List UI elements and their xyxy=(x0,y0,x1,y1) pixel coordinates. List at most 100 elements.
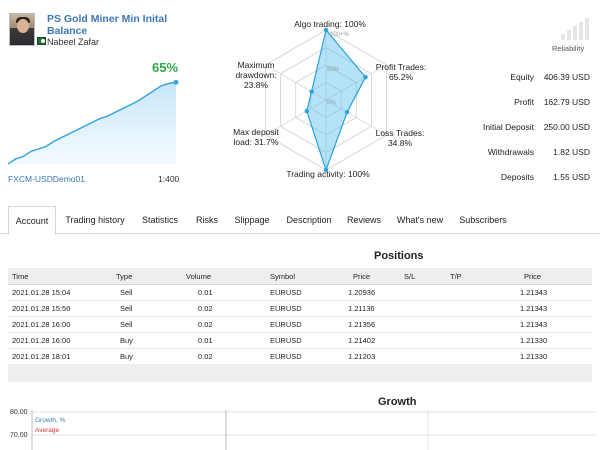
reliability-bar xyxy=(573,26,577,40)
tab-whats-new[interactable]: What's new xyxy=(396,215,444,225)
radar-spoke xyxy=(265,64,327,101)
cell-volume: 0.02 xyxy=(198,352,213,361)
legend-growth: Growth, % xyxy=(35,417,66,424)
col-symbol: Symbol xyxy=(270,272,296,281)
col-price: Price xyxy=(353,272,371,281)
table-row[interactable]: 2021.01.28 15:50 Sell 0.02 EURUSD 1.2113… xyxy=(8,301,592,317)
radar-point xyxy=(363,74,368,80)
cell-current-price: 1.21343 xyxy=(520,304,548,313)
tab-account[interactable]: Account xyxy=(8,206,56,235)
cell-price: 1.20936 xyxy=(348,288,376,297)
cell-time: 2021.01.28 18:01 xyxy=(12,352,71,361)
tab-trading-history[interactable]: Trading history xyxy=(65,215,125,225)
cell-type: Buy xyxy=(120,352,133,361)
cell-volume: 0.02 xyxy=(198,320,213,329)
tab-reviews[interactable]: Reviews xyxy=(346,215,381,225)
radar-point xyxy=(344,109,350,115)
cell-symbol: EURUSD xyxy=(270,336,302,345)
cell-price: 1.21356 xyxy=(348,320,376,329)
cell-price: 1.21402 xyxy=(348,336,376,345)
reliability-bar xyxy=(579,22,583,40)
col-tp: T/P xyxy=(450,272,462,281)
table-row[interactable]: 2021.01.28 15:04 Sell 0.01 EURUSD 1.2093… xyxy=(8,285,592,301)
radar-spoke xyxy=(325,64,387,101)
growth-sparkline xyxy=(7,79,179,165)
cell-type: Sell xyxy=(120,320,133,329)
y-tick-70: 70.00 xyxy=(10,432,28,439)
tab-statistics[interactable]: Statistics xyxy=(141,215,178,225)
server-link[interactable]: FXCM-USDDemo01 xyxy=(8,174,85,184)
cell-time: 2021.01.28 16:00 xyxy=(12,336,71,345)
stat-deposits-label: Deposits xyxy=(500,172,534,182)
cell-price: 1.21136 xyxy=(348,304,375,313)
radar-label-drawdown-l3: 23.8% xyxy=(243,80,269,90)
avatar-face xyxy=(17,19,29,33)
cell-time: 2021.01.28 15:50 xyxy=(12,304,71,313)
author-name[interactable]: Nabeel Zafar xyxy=(47,37,100,47)
tab-description[interactable]: Description xyxy=(286,215,332,225)
tab-slippage[interactable]: Slippage xyxy=(234,215,270,225)
radar-points xyxy=(304,27,368,173)
radar-label-drawdown-l2: drawdown: xyxy=(235,70,277,80)
table-row[interactable]: 2021.01.28 18:01 Buy 0.02 EURUSD 1.21203… xyxy=(8,349,592,365)
growth-chart xyxy=(31,410,595,450)
positions-title: Positions xyxy=(374,250,424,262)
stat-withdrawals-value: 1.82 USD xyxy=(553,147,590,157)
radar-label-drawdown: Maximum drawdown: 23.8% xyxy=(226,60,286,90)
stat-initial-deposit-label: Initial Deposit xyxy=(482,122,534,132)
radar-spoke xyxy=(325,99,387,136)
radar-point xyxy=(323,27,329,33)
positions-footer xyxy=(8,364,592,382)
cell-type: Buy xyxy=(120,336,133,345)
tab-risks[interactable]: Risks xyxy=(196,215,218,225)
col-type: Type xyxy=(116,272,133,281)
reliability-label: Reliability xyxy=(552,44,585,53)
cell-volume: 0.02 xyxy=(198,304,213,313)
stat-equity-label: Equity xyxy=(510,72,534,82)
col-current-price: Price xyxy=(524,272,542,281)
stat-deposits-value: 1.55 USD xyxy=(553,172,590,182)
radar-label-deposit-l1: Max deposit xyxy=(233,127,279,137)
stat-equity-value: 406.39 USD xyxy=(543,72,590,82)
radar-ring-100: 100+% xyxy=(330,32,350,38)
cell-current-price: 1.21330 xyxy=(520,336,548,345)
col-sl: S/L xyxy=(404,272,416,281)
radar-label-algo: Algo trading: 100% xyxy=(294,19,366,29)
reliability-bar xyxy=(567,30,571,40)
radar-label-activity: Trading activity: 100% xyxy=(286,169,370,179)
stat-initial-deposit-value: 250.00 USD xyxy=(543,122,590,132)
col-time: Time xyxy=(12,272,29,281)
sparkline-end-point xyxy=(173,79,179,85)
cell-symbol: EURUSD xyxy=(270,320,302,329)
signal-title[interactable]: PS Gold Miner Min Inital Balance xyxy=(47,13,168,37)
tab-subscribers[interactable]: Subscribers xyxy=(459,215,507,225)
radar-label-profit-l1: Profit Trades: xyxy=(375,62,427,72)
radar-label-loss: Loss Trades: 34.8% xyxy=(372,128,428,148)
stat-withdrawals-label: Withdrawals xyxy=(487,147,534,157)
radar-label-profit: Profit Trades: 65.2% xyxy=(370,62,432,82)
cell-type: Sell xyxy=(120,304,133,313)
y-tick-80: 80.00 xyxy=(10,409,28,416)
stat-profit-value: 162.79 USD xyxy=(543,97,590,107)
radar-label-loss-l2: 34.8% xyxy=(387,138,413,148)
cell-current-price: 1.21330 xyxy=(520,352,548,361)
radar-label-loss-l1: Loss Trades: xyxy=(375,128,425,138)
radar-label-drawdown-l1: Maximum xyxy=(237,60,275,70)
table-row[interactable]: 2021.01.28 16:00 Sell 0.02 EURUSD 1.2135… xyxy=(8,317,592,333)
tab-bar: Account Trading history Statistics Risks… xyxy=(0,206,600,235)
radar-shape xyxy=(306,28,367,172)
stat-profit-label: Profit xyxy=(514,97,534,107)
avatar[interactable] xyxy=(9,13,35,46)
radar-ring-50: 50% xyxy=(327,67,340,73)
reliability-bars-icon xyxy=(561,18,589,40)
cell-price: 1.21203 xyxy=(348,352,376,361)
cell-symbol: EURUSD xyxy=(270,352,302,361)
table-row[interactable]: 2021.01.28 16:00 Buy 0.01 EURUSD 1.21402… xyxy=(8,333,592,349)
cell-volume: 0.01 xyxy=(198,336,213,345)
cell-time: 2021.01.28 16:00 xyxy=(12,320,71,329)
radar-label-profit-l2: 65.2% xyxy=(388,72,414,82)
radar-spoke xyxy=(265,99,327,136)
radar-ring-0: 0% xyxy=(327,100,336,106)
leverage-value: 1:400 xyxy=(158,174,180,184)
cell-volume: 0.01 xyxy=(198,288,213,297)
